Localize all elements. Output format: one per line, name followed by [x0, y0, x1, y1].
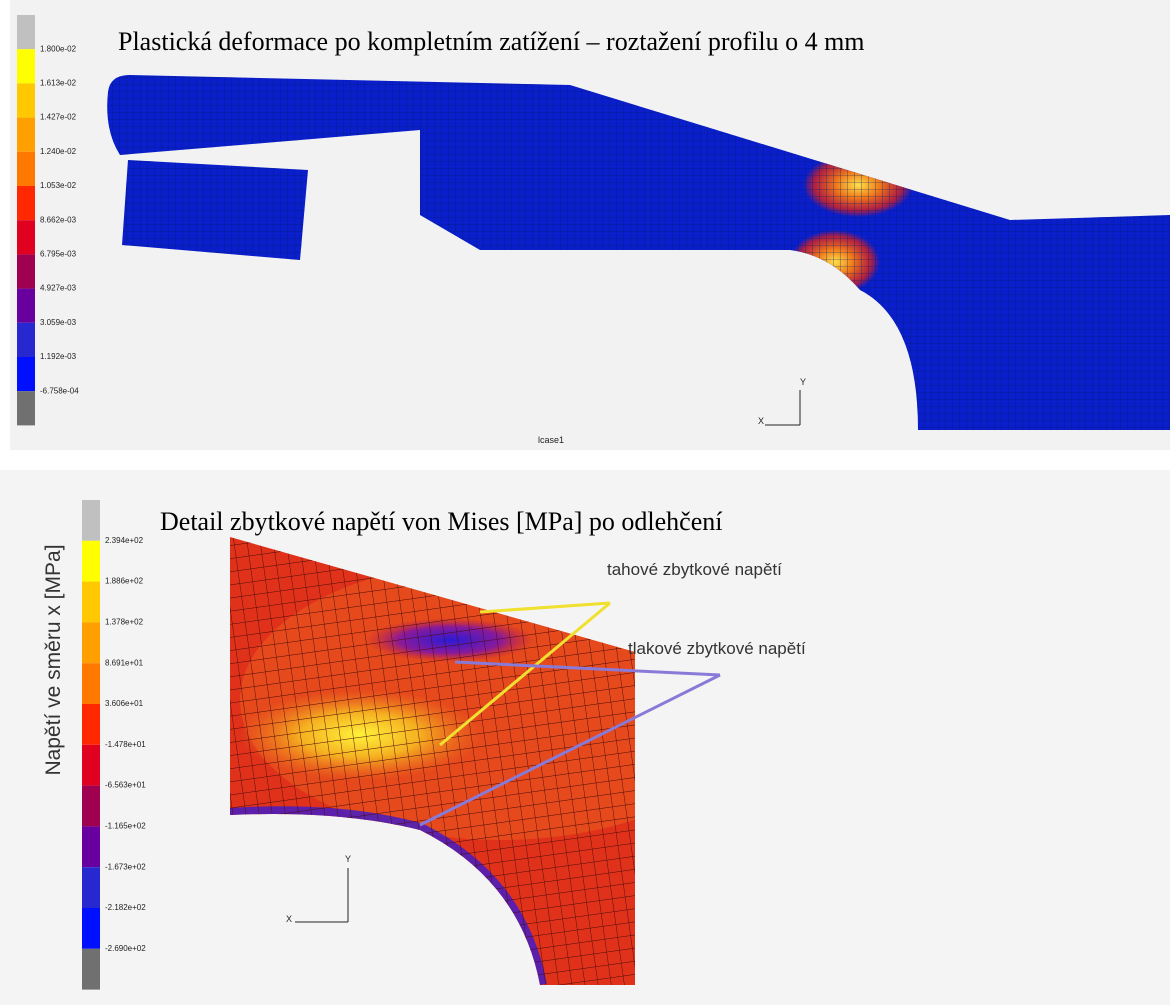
- axis-label: Y: [800, 377, 806, 387]
- color-bar-segment: [82, 908, 100, 949]
- color-bar-segment: [17, 289, 35, 323]
- color-bar-segment: [17, 118, 35, 152]
- color-bar-segment: [17, 15, 35, 49]
- color-bar-segment: [82, 582, 100, 623]
- legend-label: 4.927e-03: [40, 284, 77, 293]
- legend-label: 6.795e-03: [40, 250, 77, 259]
- annotation: tlakové zbytkové napětí: [628, 639, 806, 658]
- color-bar-segment: [17, 83, 35, 117]
- legend-label: 3.059e-03: [40, 318, 77, 327]
- color-bar-segment: [82, 949, 100, 990]
- legend-label: 2.394e+02: [105, 536, 144, 545]
- legend-label: -6.563e+01: [105, 781, 146, 790]
- legend-label: 1.378e+02: [105, 618, 144, 627]
- axis-label: X: [758, 416, 764, 426]
- color-bar-segment: [17, 152, 35, 186]
- color-bar-segment: [17, 220, 35, 254]
- color-bar-segment: [17, 391, 35, 425]
- legend-label: -6.758e-04: [40, 386, 79, 395]
- legend-label: 8.662e-03: [40, 215, 77, 224]
- legend-label: 1.427e-02: [40, 113, 77, 122]
- annotation: tahové zbytkové napětí: [607, 560, 782, 579]
- color-bar-segment: [82, 500, 100, 541]
- figure: Plastická deformace po kompletním zatíže…: [0, 0, 1170, 1005]
- legend-label: -1.673e+02: [105, 862, 146, 871]
- legend-label: 1.800e-02: [40, 44, 77, 53]
- legend-label: 3.606e+01: [105, 699, 144, 708]
- axis-title: Napětí ve směru x [MPa]: [42, 544, 65, 775]
- title: Detail zbytkové napětí von Mises [MPa] p…: [160, 507, 722, 536]
- legend-label: -2.690e+02: [105, 944, 146, 953]
- legend-label: 1.053e-02: [40, 181, 77, 190]
- color-bar-segment: [82, 867, 100, 908]
- color-bar-segment: [17, 254, 35, 288]
- color-bar-segment: [82, 663, 100, 704]
- legend-label: 8.691e+01: [105, 658, 144, 667]
- caption: lcase1: [538, 435, 564, 445]
- color-bar-segment: [17, 357, 35, 391]
- color-bar-segment: [82, 786, 100, 827]
- color-bar-segment: [17, 323, 35, 357]
- axis-label: X: [286, 914, 292, 924]
- color-bar-segment: [82, 622, 100, 663]
- legend-label: -1.478e+01: [105, 740, 146, 749]
- legend-label: -1.165e+02: [105, 822, 146, 831]
- legend-label: 1.886e+02: [105, 577, 144, 586]
- legend-label: -2.182e+02: [105, 903, 146, 912]
- legend-label: 1.240e-02: [40, 147, 77, 156]
- color-bar-segment: [17, 49, 35, 83]
- color-bar-segment: [17, 186, 35, 220]
- color-bar-segment: [82, 826, 100, 867]
- title: Plastická deformace po kompletním zatíže…: [118, 27, 865, 56]
- legend-label: 1.613e-02: [40, 79, 77, 88]
- color-bar-segment: [82, 541, 100, 582]
- legend-label: 1.192e-03: [40, 352, 77, 361]
- mesh-block-grid: [122, 160, 308, 260]
- color-bar-segment: [82, 745, 100, 786]
- page: {"panels":[ {"title":"Plastická deformac…: [0, 0, 1170, 1005]
- axis-label: Y: [345, 854, 351, 864]
- color-bar-segment: [82, 704, 100, 745]
